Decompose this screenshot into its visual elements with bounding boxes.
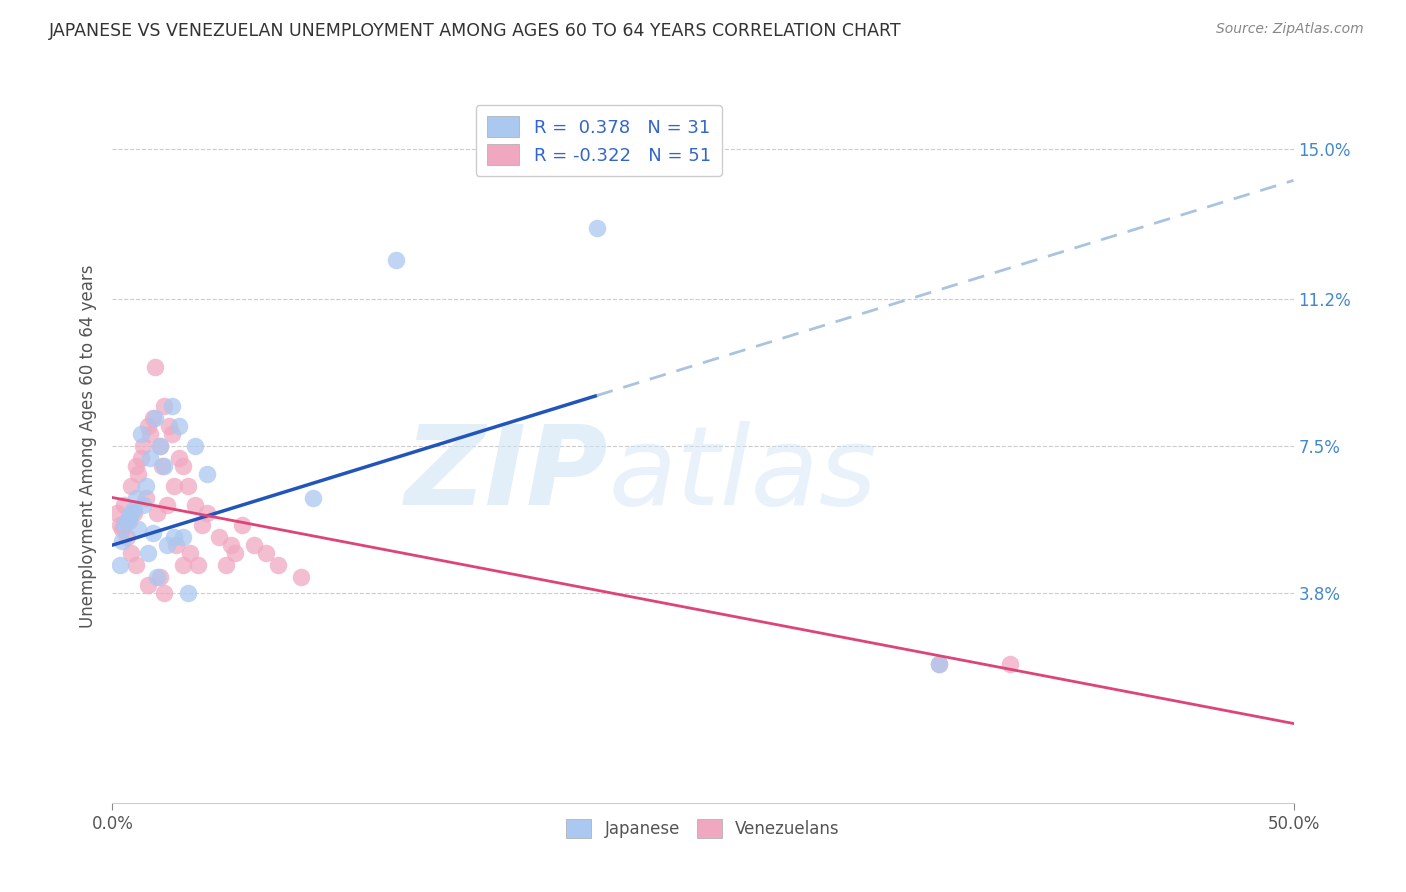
Text: Source: ZipAtlas.com: Source: ZipAtlas.com [1216,22,1364,37]
Point [177,585,200,599]
Point [129,450,152,465]
Point [150,458,173,473]
Point [177,478,200,492]
Point [143,359,166,374]
Point [195,467,218,481]
Point [108,558,131,572]
Point [125,491,148,505]
Point [153,458,176,473]
Point [143,411,166,425]
Point [142,526,165,541]
Point [127,467,149,481]
Point [219,538,242,552]
Point [160,427,183,442]
Point [122,507,145,521]
Point [156,499,179,513]
Point [125,458,148,473]
Point [120,507,142,521]
Point [149,439,172,453]
Point [163,478,186,492]
Point [132,499,155,513]
Point [139,427,162,442]
Point [136,546,159,560]
Point [153,400,176,414]
Point [585,221,607,235]
Point [129,427,152,442]
Point [195,507,218,521]
Point [243,538,266,552]
Point [191,518,214,533]
Point [146,507,169,521]
Point [184,439,207,453]
Point [153,585,176,599]
Point [149,570,172,584]
Point [184,499,207,513]
Point [156,538,179,552]
Point [115,530,138,544]
Point [302,491,325,505]
Point [163,530,186,544]
Point [165,538,187,552]
Point [928,657,950,671]
Point [146,570,169,584]
Point [136,578,159,592]
Point [928,657,950,671]
Point [125,558,148,572]
Y-axis label: Unemployment Among Ages 60 to 64 years: Unemployment Among Ages 60 to 64 years [79,264,97,628]
Text: ZIP: ZIP [405,421,609,528]
Point [112,499,135,513]
Point [139,450,162,465]
Point [135,478,157,492]
Point [167,419,190,434]
Point [111,522,134,536]
Point [160,400,183,414]
Point [120,478,142,492]
Point [172,558,194,572]
Point [120,546,142,560]
Point [108,518,131,533]
Point [385,252,408,267]
Point [215,558,238,572]
Point [122,502,145,516]
Point [149,439,172,453]
Point [136,419,159,434]
Point [105,507,128,521]
Point [167,450,190,465]
Point [111,534,134,549]
Point [172,530,194,544]
Point [172,458,194,473]
Point [112,518,135,533]
Legend: Japanese, Venezuelans: Japanese, Venezuelans [560,812,846,845]
Point [231,518,253,533]
Text: JAPANESE VS VENEZUELAN UNEMPLOYMENT AMONG AGES 60 TO 64 YEARS CORRELATION CHART: JAPANESE VS VENEZUELAN UNEMPLOYMENT AMON… [49,22,901,40]
Point [135,491,157,505]
Point [132,439,155,453]
Point [208,530,231,544]
Point [254,546,277,560]
Point [998,657,1021,671]
Point [157,419,180,434]
Point [179,546,201,560]
Point [142,411,165,425]
Text: atlas: atlas [609,421,877,528]
Point [115,514,138,528]
Point [224,546,246,560]
Point [118,510,141,524]
Point [118,514,141,528]
Point [290,570,312,584]
Point [127,522,149,536]
Point [267,558,290,572]
Point [186,558,208,572]
